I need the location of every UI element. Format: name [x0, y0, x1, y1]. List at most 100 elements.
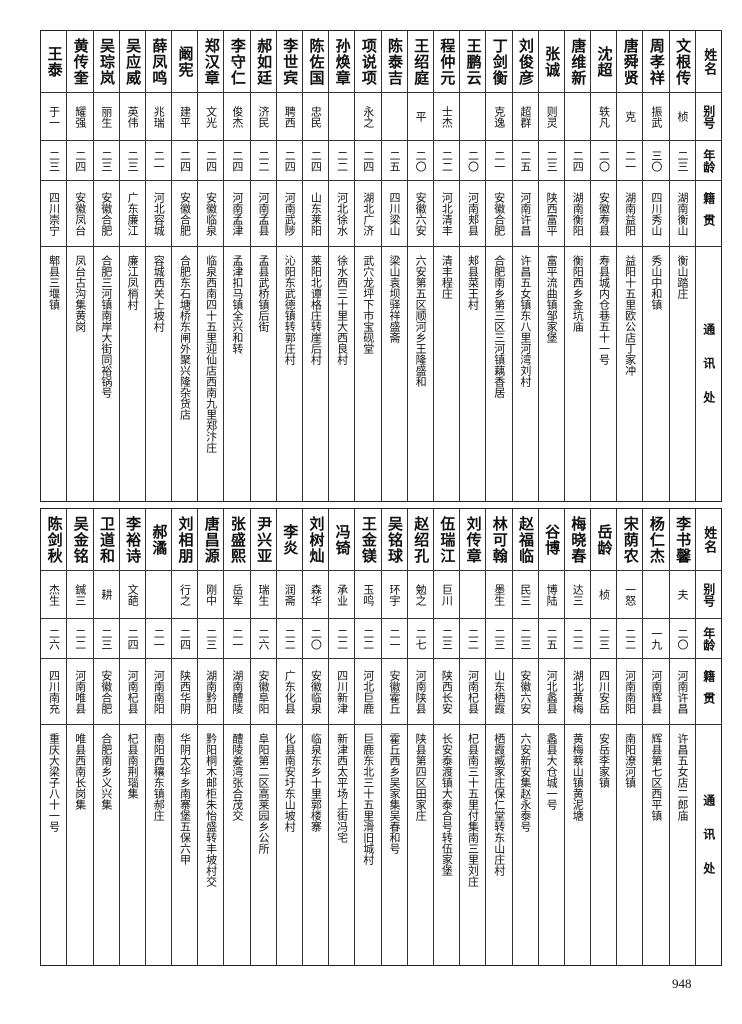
cell-address: 孟津扣马镇全兴和转 — [230, 255, 244, 354]
cell-name: 赵绍孔 — [407, 509, 433, 571]
cell-native: 河北清丰 — [433, 181, 460, 247]
cell-address: 徐水西三十里大西良村 — [335, 255, 349, 365]
person-record: 薛凤鸣 兆瑞 二一 河北容城 容城西关上坡村 — [144, 31, 172, 501]
cell-alias: 环宇 — [381, 571, 407, 619]
cell-age: 二三 — [41, 141, 67, 181]
cell-alias: 刚中 — [198, 571, 224, 619]
cell-age: 二四 — [198, 141, 224, 181]
cell-name: 项说项 — [355, 31, 381, 93]
cell-native: 安徽合肥 — [93, 181, 119, 247]
cell-native: 湖南衡阳 — [564, 181, 591, 247]
cell-address: 黄梅蔡山镇黄泥塘 — [571, 733, 585, 821]
person-record: 阚宪 建平 二四 安徽合肥 合肥东石塘桥东闸外聚兴隆杂货店 — [171, 31, 198, 501]
cell-alias: 超群 — [512, 93, 538, 141]
cell-native: 河南陕县 — [407, 659, 433, 725]
cell-alias: 振武 — [643, 93, 669, 141]
cell-native: 湖南衡山 — [669, 181, 695, 247]
page-number: 948 — [672, 976, 692, 991]
cell-name: 唐舜贤 — [617, 31, 643, 93]
cell-address: 安岳李家镇 — [597, 733, 611, 788]
cell-address: 许昌五女店二郎庙 — [676, 733, 689, 821]
person-record: 张诚 则灵 二三 陕西富平 富平流曲镇邹家堡 — [537, 31, 564, 501]
cell-address: 合肥南乡第三区三河镇藕香居 — [492, 255, 506, 398]
cell-age: 二七 — [407, 619, 433, 659]
person-record: 杨仁杰 一九 河南辉县 辉县第七区西平镇 — [642, 509, 669, 965]
person-record: 刘俊彦 超群 二五 河南许昌 许昌五女镇东八里河湾刘村 — [511, 31, 538, 501]
person-record: 刘相朋 行之 二四 陕西华阴 华阴太华乡南寨堡五保六甲 — [171, 509, 198, 965]
person-record: 孙焕章 二二 河北徐水 徐水西三十里大西良村 — [328, 31, 355, 501]
person-record: 赵福临 民三 二三 安徽六安 六安新安集赵永泰号 — [511, 509, 538, 965]
cell-name: 王金镁 — [355, 509, 381, 571]
cell-native: 安徽凤台 — [67, 181, 93, 247]
cell-address: 蠡县大仓城一号 — [545, 733, 559, 810]
cell-alias: 岳军 — [224, 571, 250, 619]
cell-address: 黔阳桐木邮柜朱怡盛转丰坡村交 — [204, 733, 218, 887]
cell-name: 宋荫农 — [617, 509, 643, 571]
header-native: 籍贯 — [695, 659, 721, 725]
cell-age: 二三 — [591, 619, 617, 659]
cell-name: 李守仁 — [224, 31, 250, 93]
cell-address: 阜阳第二区高莱园乡公所 — [257, 733, 270, 854]
cell-address: 合肥三河镇南岸大街同裕锅号 — [99, 255, 113, 398]
cell-native: 安徽阜阳 — [250, 659, 276, 725]
person-record: 丁剑衡 克逸 二一 安徽合肥 合肥南乡第三区三河镇藕香居 — [485, 31, 512, 501]
header-column: 姓名 别号 年龄 籍贯 通讯处 — [694, 509, 721, 965]
person-record: 梅晓春 达三 二二 湖北黄梅 黄梅蔡山镇黄泥塘 — [563, 509, 591, 965]
cell-name: 周孝祥 — [643, 31, 669, 93]
cell-alias: 润斋 — [276, 571, 302, 619]
cell-age: 二一 — [617, 141, 643, 181]
cell-address: 衡山踏庄 — [676, 255, 689, 299]
cell-alias: 一怒 — [617, 571, 643, 619]
cell-alias: 轶凡 — [591, 93, 617, 141]
cell-native: 河南辉县 — [643, 659, 669, 725]
cell-alias: 桢 — [669, 93, 695, 141]
cell-age: 二〇 — [407, 141, 433, 181]
cell-age: 二一 — [145, 141, 172, 181]
cell-native: 安徽临泉 — [303, 659, 329, 725]
person-record: 李书馨夫二〇 河南许昌 许昌五女店二郎庙 — [668, 509, 695, 965]
cell-address: 许昌五女镇东八里河湾刘村 — [518, 255, 532, 387]
cell-name: 李炎 — [276, 509, 302, 571]
cell-name: 刘俊彦 — [512, 31, 538, 93]
cell-age: 二二 — [67, 619, 93, 659]
cell-address: 华阴太华乡南寨堡五保六甲 — [178, 733, 192, 865]
cell-alias: 聘西 — [276, 93, 302, 141]
cell-native: 四川秀山 — [643, 181, 669, 247]
cell-native: 湖北广济 — [355, 181, 381, 247]
cell-age: 二二 — [329, 619, 355, 659]
cell-address: 廉江凤梢村 — [126, 255, 140, 310]
cell-native: 安徽合肥 — [172, 181, 198, 247]
person-record: 程仲元 士杰 二二 河北清丰 清丰程庄 — [432, 31, 460, 501]
cell-alias: 夫 — [669, 571, 695, 619]
cell-native: 湖南醴陵 — [224, 659, 250, 725]
cell-native: 河南孟津 — [224, 181, 250, 247]
cell-address: 六安新安集赵永泰号 — [518, 733, 532, 832]
person-record: 文根传桢二三 湖南衡山 衡山踏庄 — [668, 31, 695, 501]
cell-age: 二二 — [433, 141, 460, 181]
cell-alias: 平 — [407, 93, 433, 141]
cell-native: 安徽临泉 — [198, 181, 224, 247]
cell-address: 化县南安圩东山坡村 — [283, 733, 297, 832]
cell-name: 陈剑秋 — [41, 509, 67, 571]
header-age: 年龄 — [695, 619, 721, 659]
header-name: 姓名 — [695, 509, 721, 571]
person-record: 王鹏云 二〇 河南郏县 郏县菜王村 — [459, 31, 486, 501]
header-address: 通讯处 — [701, 323, 716, 425]
cell-native: 河南杞县 — [119, 659, 145, 725]
cell-address: 陕县第四区田家庄 — [414, 733, 428, 821]
cell-address: 富平流曲镇邹家堡 — [545, 255, 559, 343]
person-record: 岳龄桢二三 四川安岳 安岳李家镇 — [590, 509, 617, 965]
cell-alias: 瑞生 — [250, 571, 276, 619]
person-record: 赵绍孔 勉之 二七 河南陕县 陕县第四区田家庄 — [406, 509, 433, 965]
cell-name: 丁剑衡 — [486, 31, 512, 93]
cell-alias: 承业 — [329, 571, 355, 619]
cell-age: 二四 — [276, 141, 302, 181]
cell-address: 杞县南荆瑙集 — [126, 733, 140, 799]
cell-address: 杞县南三十五里付集南三里刘庄 — [466, 733, 480, 887]
cell-age: 二六 — [41, 619, 67, 659]
person-record: 尹兴亚 瑞生 二六 安徽阜阳 阜阳第二区高莱园乡公所 — [249, 509, 276, 965]
person-record: 唐维新 二四 湖南衡阳 衡阳西乡金坑庙 — [563, 31, 591, 501]
person-record: 李裕诗 文葩 二四 河南杞县 杞县南荆瑙集 — [118, 509, 145, 965]
person-record: 郑汉章 文光 二四 安徽临泉 临泉西南四十五里迎仙店西南九里郑汴庄 — [197, 31, 224, 501]
cell-name: 黄传奎 — [67, 31, 93, 93]
